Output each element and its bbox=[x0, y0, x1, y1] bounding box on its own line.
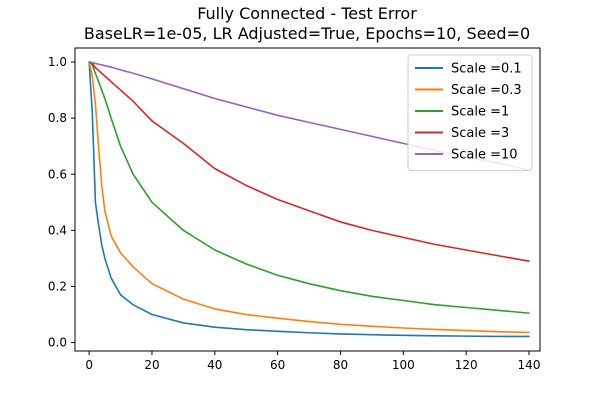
x-tick-label: 100 bbox=[392, 358, 415, 372]
x-tick-label: 60 bbox=[270, 358, 285, 372]
x-tick-label: 140 bbox=[518, 358, 541, 372]
x-tick-label: 120 bbox=[455, 358, 478, 372]
series-line-1 bbox=[88, 61, 530, 334]
chart-title: Fully Connected - Test Error bbox=[197, 4, 417, 23]
legend-box bbox=[407, 54, 533, 171]
y-tick-label: 1.0 bbox=[48, 55, 67, 69]
y-tick-label: 0.0 bbox=[48, 336, 67, 350]
legend-label-2: Scale =1 bbox=[451, 105, 509, 120]
y-tick-label: 0.2 bbox=[48, 279, 67, 293]
plot-area: 0 20 40 60 80 100 120 140 0.0 0.2 0.4 0.6 0.8 1.0 bbox=[48, 47, 541, 372]
legend-label-1: Scale =0.3 bbox=[451, 83, 522, 98]
y-tick-label: 0.4 bbox=[48, 223, 67, 237]
series-line-2 bbox=[88, 61, 530, 314]
x-tick-label: 20 bbox=[144, 358, 159, 372]
legend: Scale =0.1 Scale =0.3 Scale =1 Scale =3 Scal… bbox=[407, 54, 533, 171]
legend-label-4: Scale =10 bbox=[451, 148, 518, 163]
series-line-0 bbox=[88, 61, 530, 338]
x-tick-label: 80 bbox=[333, 358, 348, 372]
chart-subtitle: BaseLR=1e-05, LR Adjusted=True, Epochs=1… bbox=[84, 24, 530, 43]
legend-label-3: Scale =3 bbox=[451, 126, 509, 141]
axes-frame bbox=[74, 47, 541, 352]
x-tick-label: 40 bbox=[207, 358, 222, 372]
y-tick-label: 0.8 bbox=[48, 111, 67, 125]
y-tick-label: 0.6 bbox=[48, 167, 67, 181]
legend-label-0: Scale =0.1 bbox=[451, 62, 522, 77]
x-tick-label: 0 bbox=[85, 358, 93, 372]
series-line-3 bbox=[88, 61, 530, 263]
